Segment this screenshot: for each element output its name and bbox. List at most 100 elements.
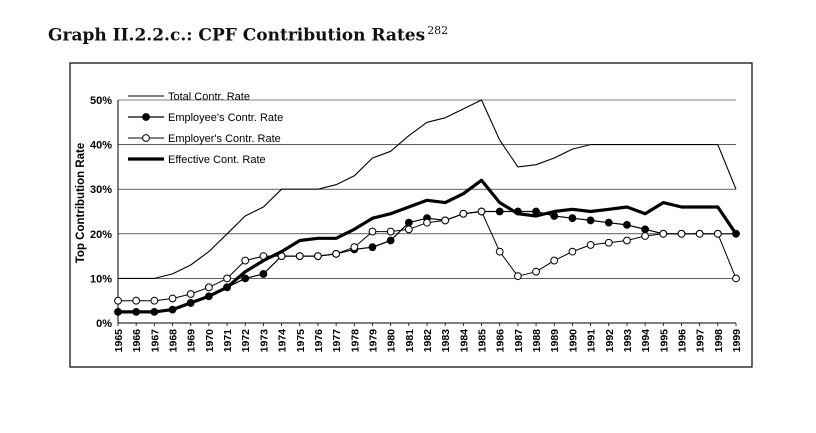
x-tick-label: 1976 bbox=[313, 329, 325, 353]
x-tick-label: 1991 bbox=[586, 329, 598, 353]
data-point-employer-s-contr-rate bbox=[332, 249, 341, 258]
data-point-employer-s-contr-rate bbox=[677, 229, 686, 238]
y-axis-label: Top Contribution Rate bbox=[75, 143, 87, 264]
data-point-employer-s-contr-rate bbox=[477, 207, 486, 216]
legend-label-effective-cont-rate: Effective Cont. Rate bbox=[168, 154, 266, 166]
y-tick-label: 0% bbox=[96, 318, 112, 330]
x-tick-label: 1990 bbox=[567, 329, 579, 353]
x-tick-label: 1974 bbox=[277, 329, 289, 353]
title-footnote-marker: 282 bbox=[427, 24, 449, 37]
data-point-employer-s-contr-rate bbox=[386, 227, 395, 236]
data-point-employer-s-contr-rate bbox=[223, 274, 231, 283]
x-tick-label: 1981 bbox=[404, 329, 416, 353]
chart-frame bbox=[69, 62, 753, 368]
x-tick-label: 1969 bbox=[186, 329, 198, 353]
data-point-employer-s-contr-rate bbox=[241, 256, 250, 265]
x-tick-label: 1995 bbox=[658, 329, 670, 353]
y-tick-labels: 0% 10% 20% 30% 40% 50% bbox=[90, 95, 112, 330]
x-tick-label: 1994 bbox=[640, 329, 652, 353]
page-title: Graph II.2.2.c.: CPF Contribution Rates 2… bbox=[48, 24, 448, 46]
chart-series bbox=[114, 99, 740, 316]
data-point-employee-s-contr-rate bbox=[568, 214, 577, 223]
x-tick-label: 1993 bbox=[622, 329, 634, 353]
data-point-employer-s-contr-rate bbox=[641, 232, 650, 240]
data-point-employer-s-contr-rate bbox=[623, 236, 631, 245]
x-tick-label: 1975 bbox=[295, 329, 307, 353]
page-title-text: Graph II.2.2.c.: CPF Contribution Rates bbox=[48, 25, 426, 46]
x-tick-label: 1970 bbox=[204, 329, 216, 353]
x-tick-label: 1979 bbox=[367, 329, 379, 353]
data-point-employer-s-contr-rate bbox=[441, 216, 450, 225]
x-tick-label: 1998 bbox=[713, 329, 725, 353]
data-point-employer-s-contr-rate bbox=[186, 290, 195, 298]
series-line-total-contr-rate bbox=[118, 99, 737, 279]
data-point-employer-s-contr-rate bbox=[314, 252, 322, 261]
x-tick-label: 1999 bbox=[731, 329, 743, 353]
x-tick-label: 1968 bbox=[168, 329, 180, 353]
data-point-employer-s-contr-rate bbox=[423, 218, 431, 227]
data-point-employer-s-contr-rate bbox=[586, 241, 595, 249]
data-point-employer-s-contr-rate bbox=[168, 294, 177, 303]
data-point-employee-s-contr-rate bbox=[259, 270, 268, 278]
legend-label-employee-s-contr-rate: Employee's Contr. Rate bbox=[168, 112, 283, 124]
legend-label-employer-s-contr-rate: Employer's Contr. Rate bbox=[168, 133, 281, 145]
x-tick-label: 1988 bbox=[531, 329, 543, 353]
data-point-employer-s-contr-rate bbox=[659, 229, 668, 238]
data-point-employee-s-contr-rate bbox=[404, 218, 413, 227]
x-tick-label: 1996 bbox=[676, 329, 688, 353]
data-point-employee-s-contr-rate bbox=[641, 225, 650, 234]
data-point-employer-s-contr-rate bbox=[713, 229, 722, 238]
x-tick-labels: 1965 1966 1967 1968 1969 1970 1971 1972 1973 1974… bbox=[113, 323, 743, 352]
y-tick-label: 20% bbox=[90, 229, 112, 241]
x-tick-label: 1984 bbox=[458, 329, 470, 353]
x-tick-label: 1967 bbox=[149, 329, 161, 353]
x-tick-label: 1965 bbox=[113, 329, 125, 353]
x-tick-label: 1983 bbox=[440, 329, 452, 353]
data-point-employer-s-contr-rate bbox=[550, 256, 559, 265]
data-point-employee-s-contr-rate bbox=[241, 274, 250, 283]
legend-marker-employer-s-contr-rate bbox=[142, 134, 150, 142]
x-tick-label: 1992 bbox=[604, 329, 616, 353]
data-point-employee-s-contr-rate bbox=[623, 220, 631, 229]
x-tick-label: 1989 bbox=[549, 329, 561, 353]
data-point-employer-s-contr-rate bbox=[368, 227, 377, 236]
data-point-employer-s-contr-rate bbox=[132, 296, 141, 305]
data-point-employee-s-contr-rate bbox=[368, 243, 377, 252]
x-tick-label: 1985 bbox=[477, 329, 489, 353]
data-point-employee-s-contr-rate bbox=[604, 218, 613, 227]
data-point-employer-s-contr-rate bbox=[513, 272, 522, 281]
x-tick-label: 1982 bbox=[422, 329, 434, 353]
data-point-employee-s-contr-rate bbox=[586, 216, 595, 225]
data-point-employer-s-contr-rate bbox=[350, 243, 359, 252]
data-point-employer-s-contr-rate bbox=[495, 247, 504, 256]
data-point-employer-s-contr-rate bbox=[568, 247, 577, 256]
data-point-employer-s-contr-rate bbox=[404, 225, 413, 234]
data-point-employee-s-contr-rate bbox=[386, 236, 395, 245]
data-point-employee-s-contr-rate bbox=[495, 207, 504, 216]
y-tick-label: 40% bbox=[90, 140, 112, 152]
legend-marker-employee-s-contr-rate bbox=[142, 113, 150, 121]
x-tick-label: 1980 bbox=[386, 329, 398, 353]
data-point-employer-s-contr-rate bbox=[532, 267, 540, 276]
data-point-employer-s-contr-rate bbox=[604, 238, 613, 247]
x-tick-label: 1997 bbox=[695, 329, 707, 353]
data-point-employer-s-contr-rate bbox=[732, 274, 740, 283]
y-tick-label: 30% bbox=[90, 184, 112, 196]
x-tick-label: 1986 bbox=[495, 329, 507, 353]
data-point-employer-s-contr-rate bbox=[295, 252, 304, 261]
x-tick-label: 1973 bbox=[258, 329, 270, 353]
data-point-employer-s-contr-rate bbox=[459, 209, 468, 218]
data-point-employer-s-contr-rate bbox=[204, 283, 213, 292]
data-point-employer-s-contr-rate bbox=[695, 229, 704, 238]
x-tick-label: 1977 bbox=[331, 329, 343, 353]
series-line-effective-cont-rate bbox=[118, 178, 738, 314]
y-tick-label: 50% bbox=[90, 95, 112, 107]
x-tick-label: 1972 bbox=[240, 329, 252, 353]
x-tick-label: 1966 bbox=[131, 329, 143, 353]
y-tick-label: 10% bbox=[90, 273, 112, 285]
data-point-employer-s-contr-rate bbox=[114, 296, 122, 305]
chart-legend: Total Contr. Rate Employee's Contr. Rate E… bbox=[128, 91, 283, 166]
data-point-employer-s-contr-rate bbox=[150, 296, 159, 305]
x-tick-label: 1978 bbox=[349, 329, 361, 353]
